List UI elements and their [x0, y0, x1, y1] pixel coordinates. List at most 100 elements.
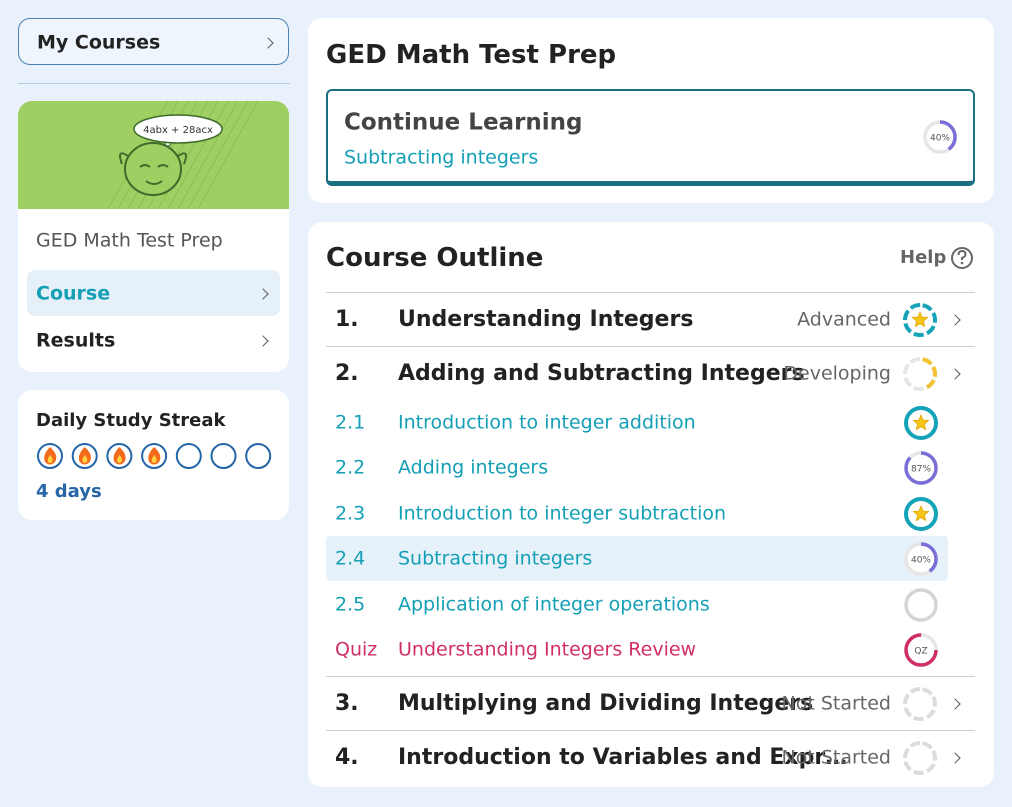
status-icon: 40%: [923, 120, 957, 154]
progress-arc: [923, 120, 957, 154]
star: [911, 310, 929, 328]
status-icon: [904, 587, 938, 622]
progress-arc: [904, 451, 938, 486]
hatch: [187, 101, 249, 210]
lesson-number: 2.1: [335, 411, 366, 434]
divider: [18, 83, 290, 84]
nav-item[interactable]: Course: [27, 270, 280, 316]
quiz-label: QZ: [914, 647, 927, 657]
lesson-row[interactable]: 2.2 Adding integers: [326, 445, 948, 490]
course-title: GED Math Test Prep: [36, 229, 223, 252]
chevron: [949, 314, 961, 326]
course-card: 4abx + 28acx GED Math Test Prep Course Resu…: [18, 101, 289, 372]
illustration: 4abx + 28acx: [107, 101, 259, 210]
nav-label: Results: [36, 329, 116, 352]
continue-learning[interactable]: Continue Learning Subtracting integers: [326, 89, 975, 186]
star: [912, 504, 930, 522]
ring: [903, 303, 937, 337]
streak-day: [245, 443, 272, 469]
ring: [903, 357, 937, 391]
lesson-number: 2.4: [335, 547, 366, 570]
lesson-number: Quiz: [335, 638, 378, 661]
chevron: [949, 752, 961, 765]
unit-number: 3.: [335, 691, 359, 717]
help-circle: [951, 247, 973, 269]
unit-row[interactable]: 2. Adding and Subtracting Integers Develop…: [326, 346, 975, 400]
thought-bubble: [133, 114, 223, 144]
lesson-number: 2.5: [335, 593, 366, 616]
outline-card: [308, 222, 994, 787]
status-icon: [903, 741, 937, 776]
course-illustration: 4abx + 28acx: [18, 101, 289, 210]
lesson-row[interactable]: 2.1 Introduction to integer addition: [326, 400, 948, 445]
unit-title: Adding and Subtracting Integers: [398, 361, 805, 386]
ring: [904, 587, 938, 622]
flame-core: [47, 455, 53, 463]
lesson-number: 2.2: [335, 456, 366, 479]
ring-fill: [903, 357, 937, 391]
lesson-title: Application of integer operations: [398, 593, 710, 616]
status-icon: QZ: [904, 633, 938, 667]
streak-days: [37, 443, 272, 469]
streak-card: Daily Study Streak 4 days: [18, 390, 289, 520]
lesson-number: 2.3: [335, 502, 366, 525]
flame-core: [82, 455, 88, 463]
status-icon: [903, 687, 937, 722]
help-dot: [960, 261, 964, 265]
streak-title: Daily Study Streak: [36, 410, 226, 431]
unit-row[interactable]: 4. Introduction to Variables and Expr… Not…: [326, 730, 975, 784]
help-mark: [957, 249, 967, 260]
unit-row[interactable]: 3. Multiplying and Dividing Integers Not S…: [326, 676, 975, 730]
lesson-row[interactable]: 2.4 Subtracting integers: [326, 536, 948, 582]
continue-title: Continue Learning: [344, 109, 583, 136]
row-divider: [326, 730, 975, 732]
chevron: [257, 288, 269, 300]
ring: [903, 741, 937, 776]
star: [912, 413, 930, 431]
progress-arc: [904, 542, 938, 576]
row-divider: [326, 346, 975, 347]
my-courses-button[interactable]: My Courses: [18, 18, 289, 65]
chevron: [949, 698, 961, 711]
ring-fill: [904, 633, 938, 667]
status-icon: [904, 496, 938, 531]
flame-core: [151, 455, 157, 463]
dog-face: [139, 164, 169, 185]
lesson-title: Introduction to integer subtraction: [398, 502, 727, 525]
lesson-row[interactable]: 2.5 Application of integer operations: [326, 582, 948, 627]
row-divider: [326, 292, 975, 293]
status-icon: [903, 357, 937, 391]
unit-title: Multiplying and Dividing Integers: [398, 691, 814, 717]
row-divider: [326, 676, 975, 678]
outline-title: Course Outline: [326, 243, 544, 273]
dog-ears: [119, 152, 187, 165]
unit-number: 2.: [335, 361, 359, 386]
nav-label: Course: [36, 282, 111, 305]
nav-item[interactable]: Results: [27, 317, 280, 363]
streak-day: [210, 443, 237, 469]
unit-status: Not Started: [781, 746, 892, 769]
lesson-title: Introduction to integer addition: [398, 411, 696, 434]
lesson-row[interactable]: 2.3 Introduction to integer subtraction: [326, 491, 948, 536]
help-button[interactable]: Help: [895, 244, 977, 272]
progress-label: 40%: [930, 134, 950, 144]
unit-status: Developing: [783, 362, 891, 385]
header-title: GED Math Test Prep: [326, 40, 617, 70]
unit-status: Not Started: [781, 692, 892, 715]
flame-core: [117, 455, 123, 463]
progress-label: 40%: [911, 556, 931, 566]
hatch: [177, 101, 239, 210]
status-icon: [904, 406, 938, 440]
lesson-row[interactable]: Quiz Understanding Integers Review: [326, 627, 948, 672]
unit-status: Advanced: [797, 308, 891, 331]
status-icon: 40%: [904, 542, 938, 576]
help-icon: [951, 247, 973, 269]
continue-lesson: Subtracting integers: [344, 146, 539, 169]
ring: [903, 687, 937, 722]
chevron: [262, 37, 274, 49]
status-icon: [903, 303, 937, 337]
unit-row[interactable]: 1. Understanding Integers Advanced: [326, 292, 975, 346]
help-label: Help: [900, 247, 947, 268]
progress-label: 87%: [911, 465, 931, 475]
